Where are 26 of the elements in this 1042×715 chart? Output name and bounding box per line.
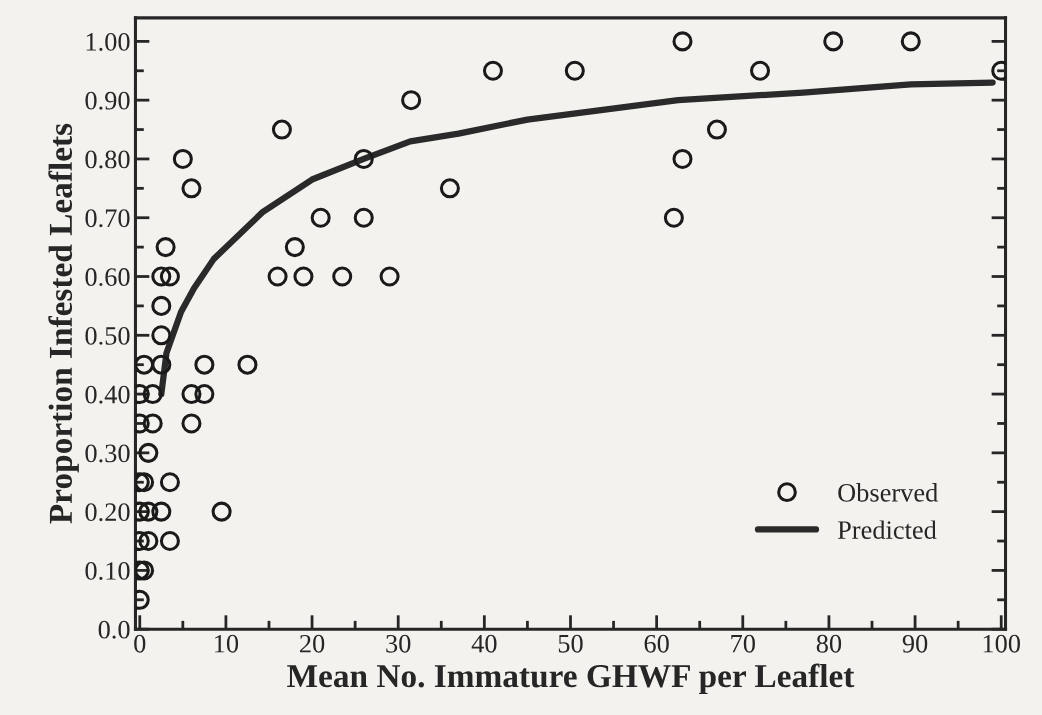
y-tick-label: 0.60 [85, 268, 130, 287]
x-tick-label: 80 [816, 634, 842, 653]
y-axis-title: Proportion Infested Leaflets [48, 123, 79, 524]
x-tick-label: 20 [300, 634, 325, 653]
legend-label: Predicted [837, 520, 937, 539]
y-tick-label: 0.30 [85, 444, 130, 463]
y-tick-label: 0.90 [85, 91, 130, 110]
y-tick-label: 1.00 [86, 32, 130, 51]
y-tick-label: 0.80 [85, 150, 130, 169]
y-tick-label: 0.70 [85, 209, 130, 228]
x-tick-label: 10 [215, 634, 239, 653]
y-tick-label: 0.10 [85, 562, 130, 580]
x-tick-label: 70 [731, 634, 755, 653]
y-tick-label: 0.20 [85, 503, 130, 522]
y-tick-label: 0.0 [98, 620, 130, 639]
x-tick-label: 50 [558, 634, 583, 653]
x-tick-label: 90 [902, 634, 928, 653]
x-tick-label: 0 [134, 634, 146, 653]
x-tick-label: 40 [471, 634, 497, 653]
x-tick-label: 30 [386, 634, 411, 653]
x-tick-label: 100 [983, 634, 1021, 653]
y-tick-label: 0.40 [85, 385, 130, 404]
x-tick-label: 60 [644, 634, 669, 653]
y-tick-label: 0.50 [85, 326, 130, 345]
legend-label: Observed [838, 483, 938, 502]
x-axis-title: Mean No. Immature GHWF per Leaflet [287, 663, 855, 695]
